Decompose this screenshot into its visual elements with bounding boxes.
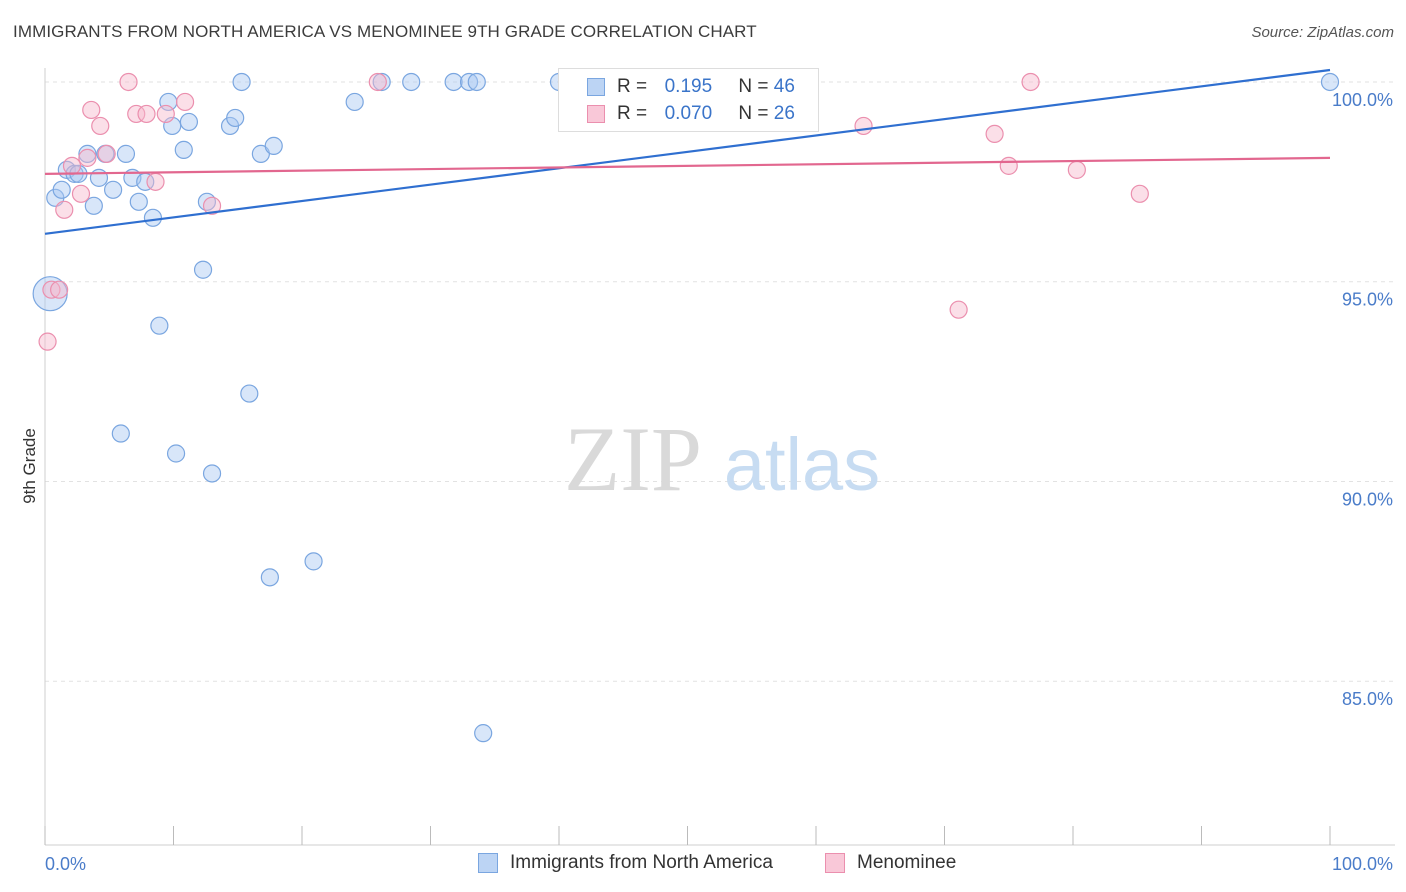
pink-data-point — [1021, 72, 1040, 92]
pink-data-point — [119, 72, 138, 92]
blue-data-point — [166, 444, 186, 463]
pink-data-point — [146, 172, 165, 191]
pink-data-point — [62, 156, 82, 175]
pink-swatch-icon — [587, 105, 605, 123]
pink-data-point — [985, 124, 1004, 144]
n-value: 46 — [773, 76, 795, 97]
x-tick-label: 0.0% — [45, 854, 86, 874]
chart-title: IMMIGRANTS FROM NORTH AMERICA VS MENOMIN… — [13, 22, 757, 41]
correlation-legend: R = 0.195 N = 46 R = 0.070 N = 26 — [558, 68, 819, 132]
blue-data-point — [52, 180, 71, 199]
blue-data-point — [150, 316, 169, 335]
pink-data-point — [1067, 160, 1086, 179]
blue-data-point — [179, 112, 199, 132]
y-tick-label: 85.0% — [1342, 689, 1393, 709]
pink-data-point — [42, 280, 61, 299]
x-tick-label: 100.0% — [1332, 854, 1393, 874]
blue-data-point — [89, 168, 109, 187]
blue-trend-line — [44, 68, 1331, 235]
n-label: N = — [738, 103, 769, 124]
axes-layer: 100.0% 95.0% 90.0% 85.0% 0.0% 100.0% — [44, 68, 1395, 874]
blue-data-point — [111, 424, 130, 443]
series-legend: Immigrants from North America Menominee — [0, 852, 1406, 876]
pink-data-point — [368, 72, 387, 92]
blue-swatch-icon — [587, 78, 605, 96]
blue-data-point — [143, 208, 163, 227]
pink-data-point — [175, 92, 195, 112]
legend-label: Menominee — [857, 852, 957, 873]
blue-data-point — [345, 92, 364, 112]
y-tick-label: 95.0% — [1342, 290, 1393, 310]
legend-row-pink: R = 0.070 N = 26 — [559, 101, 795, 127]
pink-data-point — [38, 332, 57, 351]
blue-data-point — [193, 260, 213, 279]
watermark-zip: ZIP — [564, 408, 702, 510]
blue-data-point — [402, 72, 421, 92]
y-tick-label: 100.0% — [1332, 90, 1393, 110]
watermark-atlas: atlas — [724, 423, 880, 506]
blue-data-point — [232, 72, 251, 92]
pink-data-point — [949, 300, 968, 319]
pink-data-point — [71, 184, 91, 203]
blue-data-point — [129, 192, 148, 211]
blue-data-point — [372, 72, 391, 92]
pink-data-point — [50, 280, 69, 299]
blue-data-point — [202, 464, 222, 483]
pink-data-point — [55, 200, 74, 219]
pink-data-point — [202, 196, 222, 215]
blue-data-point — [84, 196, 103, 215]
blue-data-point — [226, 108, 245, 128]
n-value: 26 — [773, 103, 795, 124]
trend-layer — [44, 68, 1331, 235]
legend-item-immigrants: Immigrants from North America — [478, 852, 773, 874]
watermark: ZIP atlas — [564, 408, 880, 510]
pink-data-point — [999, 156, 1018, 175]
blue-data-point — [116, 144, 136, 163]
pink-trend-line — [44, 156, 1331, 175]
blue-data-point — [104, 180, 123, 199]
blue-data-point — [467, 72, 486, 92]
pink-data-point — [1130, 184, 1149, 203]
blue-data-point — [304, 552, 323, 571]
blue-data-point — [264, 136, 283, 155]
pink-swatch-icon — [825, 853, 845, 873]
pink-data-point — [127, 104, 146, 124]
blue-data-point — [1320, 72, 1340, 92]
pink-data-point — [91, 116, 110, 136]
pink-data-point — [854, 116, 873, 136]
r-label: R = — [617, 76, 648, 97]
pink-data-point — [156, 104, 175, 124]
blue-data-point — [474, 724, 493, 743]
blue-data-point — [260, 568, 279, 587]
r-label: R = — [617, 103, 648, 124]
pink-data-point — [82, 100, 101, 120]
blue-data-point — [174, 140, 193, 159]
source-credit: Source: ZipAtlas.com — [1251, 24, 1394, 41]
blue-data-point — [444, 72, 463, 92]
pink-data-point — [78, 148, 97, 167]
pink-data-point — [97, 144, 116, 163]
legend-label: Immigrants from North America — [510, 852, 773, 873]
y-tick-label: 90.0% — [1342, 489, 1393, 509]
n-label: N = — [738, 76, 769, 97]
y-axis-title: 9th Grade — [20, 428, 39, 504]
legend-row-blue: R = 0.195 N = 46 — [559, 74, 795, 100]
blue-data-point — [240, 384, 259, 403]
legend-item-menominee: Menominee — [825, 852, 956, 874]
blue-data-point — [459, 72, 479, 92]
blue-swatch-icon — [478, 853, 498, 873]
pink-data-point — [137, 104, 156, 124]
r-value: 0.195 — [664, 76, 713, 97]
blue-data-point — [78, 144, 97, 163]
r-value: 0.070 — [664, 103, 713, 124]
